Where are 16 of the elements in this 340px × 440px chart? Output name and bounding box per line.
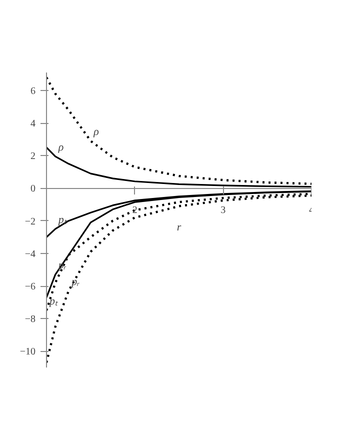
y-tick-label: −8 (24, 314, 36, 326)
y-tick-label: −10 (20, 346, 36, 358)
y-tick-label: −6 (24, 282, 36, 293)
y-tick-label: −4 (24, 248, 36, 260)
annotation: pₜ (48, 295, 59, 308)
annotation: pᵣ (70, 276, 80, 288)
annotation: pₜ (57, 214, 68, 226)
y-tick-label: 6 (30, 86, 36, 97)
y-tick-label: 2 (30, 151, 36, 162)
annotation: ρ (92, 126, 99, 138)
y-tick-label: 4 (30, 118, 36, 130)
x-axis-title: r (176, 222, 182, 234)
annotation: ρ (57, 141, 64, 154)
y-tick-label: −2 (24, 216, 36, 228)
y-tick-label: 0 (30, 184, 36, 195)
x-tick-label: 3 (220, 205, 226, 216)
